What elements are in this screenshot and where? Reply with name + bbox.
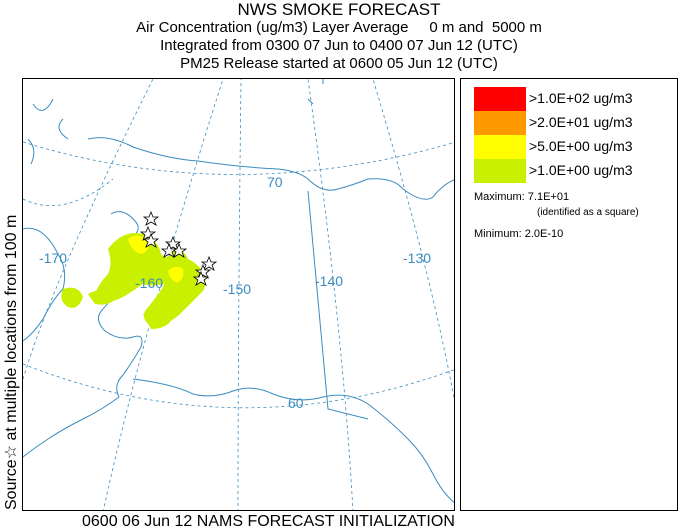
latitude-line-70 <box>23 141 454 175</box>
minimum-value: Minimum: 2.0E-10 <box>474 228 564 240</box>
maximum-value: Maximum: 7.1E+01 <box>474 191 570 203</box>
graticule-arc-nw <box>23 178 114 207</box>
source-markers <box>139 210 218 286</box>
concentration-subtitle: Air Concentration (ug/m3) Layer Average … <box>136 19 542 36</box>
longitude-line-150 <box>237 79 242 510</box>
lat-label-70: 70 <box>267 174 283 190</box>
source-star <box>142 210 160 226</box>
legend-label-100: >1.0E+02 ug/m3 <box>529 90 633 106</box>
maximum-note: (identified as a square) <box>537 207 639 218</box>
legend-swatch-5 <box>474 135 526 159</box>
coast-arctic <box>87 137 454 200</box>
source-star <box>142 232 160 248</box>
forecast-initialization: 0600 06 Jun 12 NAMS FORECAST INITIALIZAT… <box>82 513 455 530</box>
smoke-map-canvas: -170 -160 -150 -140 -130 70 60 <box>23 79 454 510</box>
coast-alaska-peninsula <box>23 396 120 458</box>
legend-swatch-1 <box>474 159 526 183</box>
graticule <box>23 79 454 510</box>
plume-spot-south <box>143 311 173 329</box>
latitude-line-60 <box>23 363 454 409</box>
source-star <box>192 270 210 286</box>
canada-border <box>307 190 369 420</box>
source-side-label: Source☆ at multiple locations from 100 m <box>3 215 20 510</box>
plume-spot-west <box>61 287 83 308</box>
forecast-title: NWS SMOKE FORECAST <box>237 0 441 19</box>
coast-islands <box>307 79 324 105</box>
plume-central <box>144 257 206 327</box>
source-star <box>160 242 178 258</box>
lon-label-150: -150 <box>223 281 251 297</box>
longitude-line-130 <box>372 79 454 401</box>
lat-label-60: 60 <box>288 395 304 411</box>
longitude-line-140 <box>307 79 354 510</box>
coast-siberia <box>27 98 69 165</box>
plume-spot-mid <box>88 289 118 305</box>
release-start: PM25 Release started at 0600 05 Jun 12 (… <box>180 55 498 72</box>
lon-label-140: -140 <box>315 273 343 289</box>
legend-label-20: >2.0E+01 ug/m3 <box>529 114 633 130</box>
source-side-label-text: Source☆ at multiple locations from 100 m <box>3 215 20 510</box>
smoke-plume <box>61 233 206 329</box>
longitude-line-170 <box>23 79 154 380</box>
plume-yellow-central <box>168 266 184 283</box>
smoke-map: -170 -160 -150 -140 -130 70 60 <box>22 78 455 511</box>
legend-label-1: >1.0E+00 ug/m3 <box>529 162 633 178</box>
plume-west <box>93 233 195 303</box>
concentration-legend: >1.0E+02 ug/m3 >2.0E+01 ug/m3 >5.0E+00 u… <box>460 78 678 511</box>
legend-swatch-100 <box>474 87 526 111</box>
legend-label-5: >5.0E+00 ug/m3 <box>529 138 633 154</box>
coast-gulf-of-alaska <box>132 378 454 503</box>
lon-label-160: -160 <box>135 275 163 291</box>
integration-period: Integrated from 0300 07 Jun to 0400 07 J… <box>160 37 518 54</box>
lon-label-170: -170 <box>39 250 67 266</box>
coastlines <box>23 79 454 503</box>
source-star <box>200 255 218 271</box>
lon-label-130: -130 <box>403 250 431 266</box>
legend-swatch-20 <box>474 111 526 135</box>
coast-chukotka <box>23 227 66 342</box>
